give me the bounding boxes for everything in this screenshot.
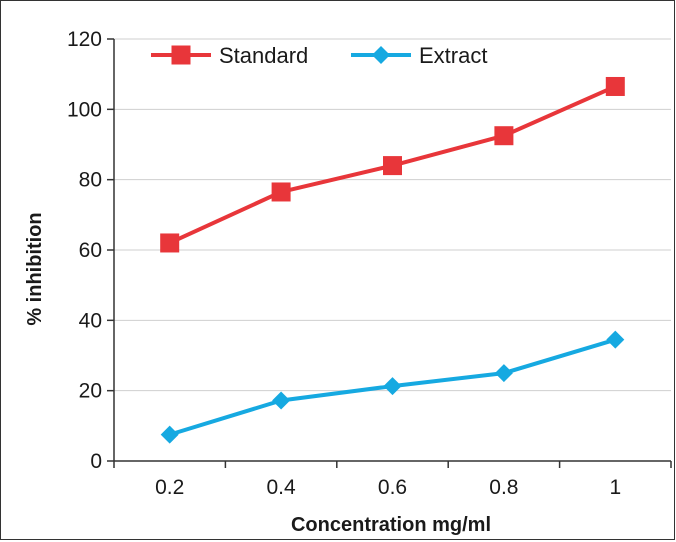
data-point (160, 425, 179, 444)
data-point (271, 182, 291, 202)
data-point (160, 233, 180, 253)
gridlines (114, 38, 671, 392)
legend-label: Standard (219, 43, 308, 68)
legend-marker (171, 45, 191, 65)
y-tick-label: 80 (79, 169, 102, 192)
legend: Standard Extract (151, 43, 487, 68)
y-tick-label: 0 (90, 450, 102, 473)
y-tick-label: 60 (79, 239, 102, 262)
x-tick-label: 0.4 (266, 476, 296, 499)
series-extract (160, 330, 625, 444)
data-point (383, 156, 402, 176)
legend-marker (372, 46, 390, 64)
y-ticks: 0 20 40 60 80 100 120 (67, 28, 114, 473)
y-tick-label: 20 (79, 380, 102, 403)
y-tick-label: 100 (67, 98, 102, 121)
legend-label: Extract (419, 43, 487, 68)
y-tick-label: 120 (67, 28, 102, 51)
data-point (605, 76, 625, 96)
data-point (494, 364, 513, 383)
legend-item-extract: Extract (351, 43, 487, 68)
data-point (606, 330, 625, 349)
x-ticks: 0.2 0.4 0.6 0.8 1 (113, 461, 672, 499)
x-tick-label: 0.2 (155, 476, 184, 499)
data-point (494, 126, 514, 146)
data-point (383, 377, 402, 396)
series-standard (160, 76, 625, 253)
y-tick-label: 40 (79, 309, 102, 332)
series-layer (160, 76, 625, 444)
x-tick-label: 1 (609, 476, 621, 499)
data-point (272, 391, 291, 410)
x-tick-label: 0.6 (378, 476, 407, 499)
x-tick-label: 0.8 (489, 476, 518, 499)
y-axis-title: % inhibition (24, 212, 46, 325)
x-axis-title: Concentration mg/ml (291, 514, 491, 536)
legend-item-standard: Standard (151, 43, 308, 68)
